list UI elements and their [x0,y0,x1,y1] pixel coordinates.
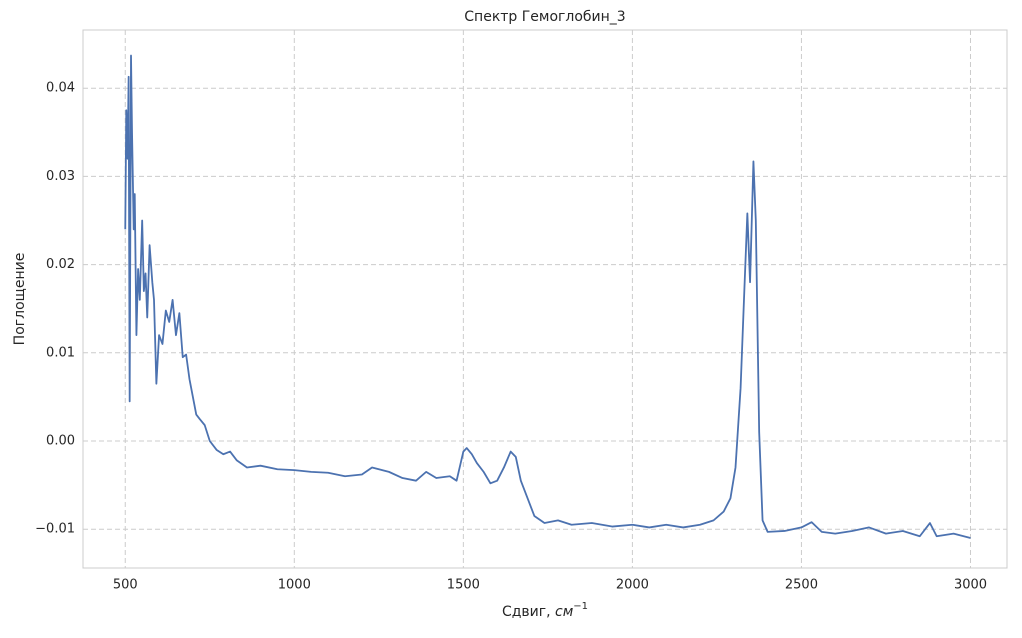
x-tick-label: 2000 [616,578,649,593]
x-axis-exponent: −1 [573,601,588,612]
x-axis-unit: см [555,604,574,620]
y-tick-label: 0.02 [46,257,75,272]
x-tick-label: 500 [113,578,138,593]
plot-frame [82,29,1008,569]
y-tick-label: 0.00 [46,433,75,448]
x-tick-label: 1000 [278,578,311,593]
y-tick-label: 0.03 [46,169,75,184]
x-axis-label-text: Сдвиг, [502,604,551,620]
y-tick-label: 0.01 [46,345,75,360]
x-axis-label: Сдвиг, см−1 [502,601,588,620]
x-tick-label: 2500 [785,578,818,593]
y-tick-label: 0.04 [46,81,75,96]
grid [83,30,1007,568]
chart-title: Спектр Гемоглобин_3 [464,9,625,25]
x-tick-label: 1500 [447,578,480,593]
x-tick-label: 3000 [954,578,987,593]
line-series [124,54,971,539]
y-axis-label: Поглощение [12,253,28,346]
y-tick-label: −0.01 [35,522,75,537]
